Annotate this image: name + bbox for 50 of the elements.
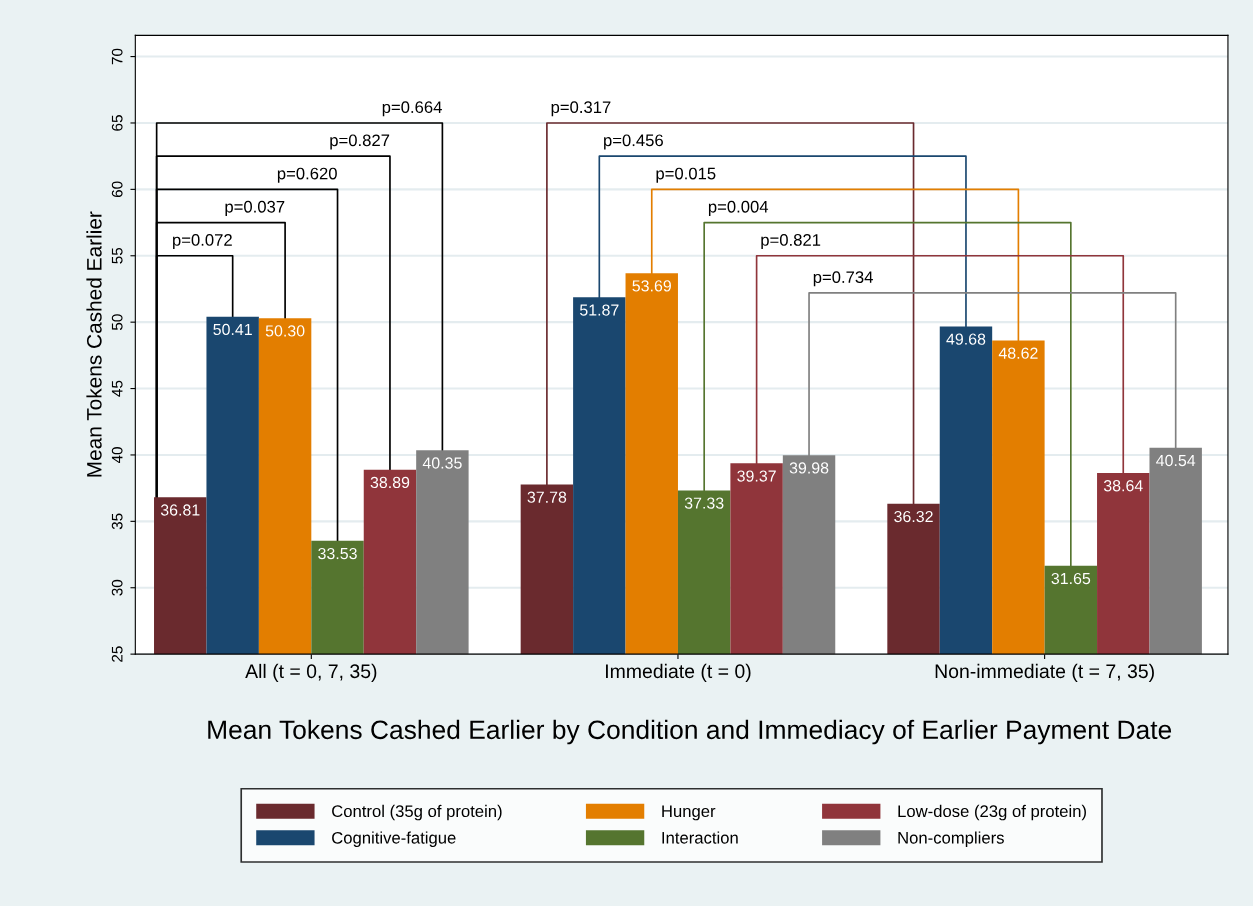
- legend-label: Non-compliers: [898, 831, 1004, 847]
- y-tick-label: 55: [111, 247, 123, 264]
- annotation: p=0.734: [813, 271, 873, 287]
- y-tick-label: 40: [111, 447, 123, 464]
- legend-label: Low-dose (23g of protein): [898, 804, 1086, 821]
- x-tick-label: All (t = 0, 7, 35): [245, 663, 377, 682]
- y-tick-label: 35: [111, 513, 123, 530]
- x-tick-label: Non-immediate (t = 7, 35): [935, 663, 1154, 682]
- legend-label: Control (35g of protein): [332, 804, 502, 821]
- annotation: p=0.317: [551, 101, 611, 117]
- data-label: 50.30: [265, 325, 305, 337]
- data-label: 50.41: [213, 323, 252, 336]
- data-label: 33.53: [318, 547, 357, 560]
- data-label: 38.89: [370, 476, 410, 489]
- x-tick-label: Immediate (t = 0): [606, 663, 751, 682]
- y-tick-label: 30: [111, 579, 123, 596]
- annotation: p=0.664: [382, 101, 442, 117]
- legend-label: Interaction: [662, 831, 738, 844]
- annotation: p=0.037: [225, 200, 285, 216]
- data-label: 36.32: [894, 510, 933, 523]
- data-label: 53.69: [632, 280, 671, 292]
- data-label: 40.35: [422, 457, 462, 469]
- annotation: p=0.072: [173, 234, 232, 250]
- legend-label: Hunger: [662, 805, 716, 821]
- data-label: 39.37: [737, 470, 776, 482]
- data-label: 51.87: [579, 304, 619, 316]
- annotation: p=0.456: [604, 134, 663, 150]
- y-tick-label: 60: [111, 181, 123, 198]
- text: Mean Tokens Cashed Earlier by Condition and Immediacy of Earlier Payment Date: [208, 719, 1172, 745]
- data-label: 49.68: [946, 333, 986, 345]
- annotation: p=0.015: [656, 167, 716, 183]
- y-tick-label: 45: [111, 380, 123, 397]
- y-tick-label: 65: [111, 115, 123, 131]
- y-tick-label: 25: [111, 646, 123, 662]
- data-label: 36.81: [160, 504, 200, 516]
- y-tick-label: 70: [111, 48, 123, 65]
- annotation: p=0.827: [330, 134, 390, 150]
- data-label: 40.54: [1156, 454, 1196, 467]
- data-label: 39.98: [789, 462, 829, 474]
- data-label: 37.33: [684, 497, 724, 509]
- legend-label: Cognitive-fatigue: [332, 831, 456, 847]
- data-label: 31.65: [1051, 572, 1091, 585]
- annotation: p=0.620: [277, 167, 337, 183]
- y-tick-label: 50: [111, 314, 123, 331]
- data-label: 48.62: [998, 347, 1038, 359]
- annotation: p=0.821: [761, 234, 821, 250]
- annotation: p=0.004: [708, 200, 769, 216]
- data-label: 37.78: [527, 491, 567, 503]
- y-axis-title: Mean Tokens Cashed Earlier: [86, 211, 102, 477]
- data-label: 38.64: [1103, 480, 1143, 492]
